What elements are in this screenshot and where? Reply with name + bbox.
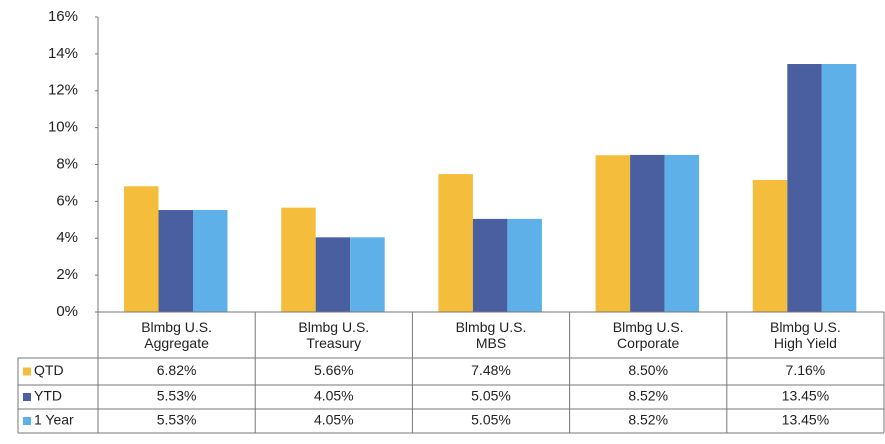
bar	[158, 210, 193, 312]
table-value: 13.45%	[782, 412, 829, 428]
table-value: 5.05%	[471, 388, 511, 404]
category-cell: Blmbg U.S. Treasury	[255, 313, 412, 357]
y-tick-label: 2%	[56, 266, 78, 283]
category-cell: Blmbg U.S. Aggregate	[98, 313, 255, 357]
legend-swatch	[23, 417, 31, 425]
table-value: 5.53%	[157, 412, 197, 428]
legend-label: YTD	[34, 388, 62, 404]
legend-swatch	[23, 367, 31, 376]
table-value: 8.52%	[628, 412, 668, 428]
table-value: 8.50%	[628, 362, 668, 378]
legend-swatch	[23, 393, 31, 401]
bar	[350, 237, 385, 312]
y-tick-label: 14%	[48, 45, 78, 62]
bar	[752, 179, 788, 312]
bar	[472, 218, 508, 312]
table-value: 13.45%	[782, 388, 829, 404]
bar	[630, 154, 665, 312]
x-tick-label: Blmbg U.S. High Yield	[769, 319, 841, 351]
bar	[193, 210, 228, 312]
table-value: 5.66%	[314, 362, 354, 378]
table-value: 7.16%	[786, 362, 826, 378]
legend-label: 1 Year	[34, 412, 74, 428]
y-tick-label: 10%	[48, 119, 78, 136]
x-tick-label: Blmbg U.S. Corporate	[612, 319, 684, 351]
x-tick-label: Blmbg U.S. Aggregate	[141, 319, 212, 351]
bar	[124, 186, 159, 312]
bar	[664, 154, 700, 312]
bar	[315, 237, 351, 312]
y-tick-label: 0%	[56, 303, 78, 320]
y-tick-label: 16%	[48, 8, 78, 25]
bar	[507, 218, 542, 312]
table-value: 7.48%	[471, 362, 511, 378]
table-value: 5.53%	[157, 388, 197, 404]
x-tick-label: Blmbg U.S. Treasury	[298, 319, 370, 351]
table-value: 4.05%	[314, 388, 354, 404]
bar	[438, 174, 473, 312]
table-value: 5.05%	[471, 412, 511, 428]
table-value: 8.52%	[628, 388, 668, 404]
y-tick-label: 8%	[56, 155, 78, 172]
y-tick-label: 6%	[56, 192, 78, 209]
bar	[787, 64, 822, 312]
category-cell: Blmbg U.S. High Yield	[727, 313, 884, 357]
table-value: 6.82%	[157, 362, 197, 378]
bar	[821, 64, 857, 312]
legend-label: QTD	[34, 362, 64, 378]
category-cell: Blmbg U.S. MBS	[412, 313, 569, 357]
category-cell: Blmbg U.S. Corporate	[570, 313, 727, 357]
y-tick-label: 12%	[48, 82, 78, 99]
x-tick-label: Blmbg U.S. MBS	[455, 319, 527, 351]
bar	[281, 207, 316, 312]
y-tick-label: 4%	[56, 229, 78, 246]
table-value: 4.05%	[314, 412, 354, 428]
bar	[595, 155, 631, 312]
